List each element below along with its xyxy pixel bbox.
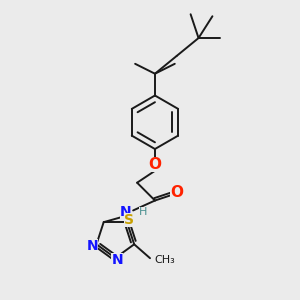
Text: O: O	[170, 185, 183, 200]
Text: N: N	[120, 206, 131, 219]
Text: H: H	[139, 207, 148, 218]
Text: N: N	[112, 253, 123, 267]
Text: S: S	[124, 213, 134, 227]
Text: CH₃: CH₃	[154, 255, 175, 265]
Text: N: N	[87, 239, 98, 253]
Text: O: O	[148, 158, 161, 172]
